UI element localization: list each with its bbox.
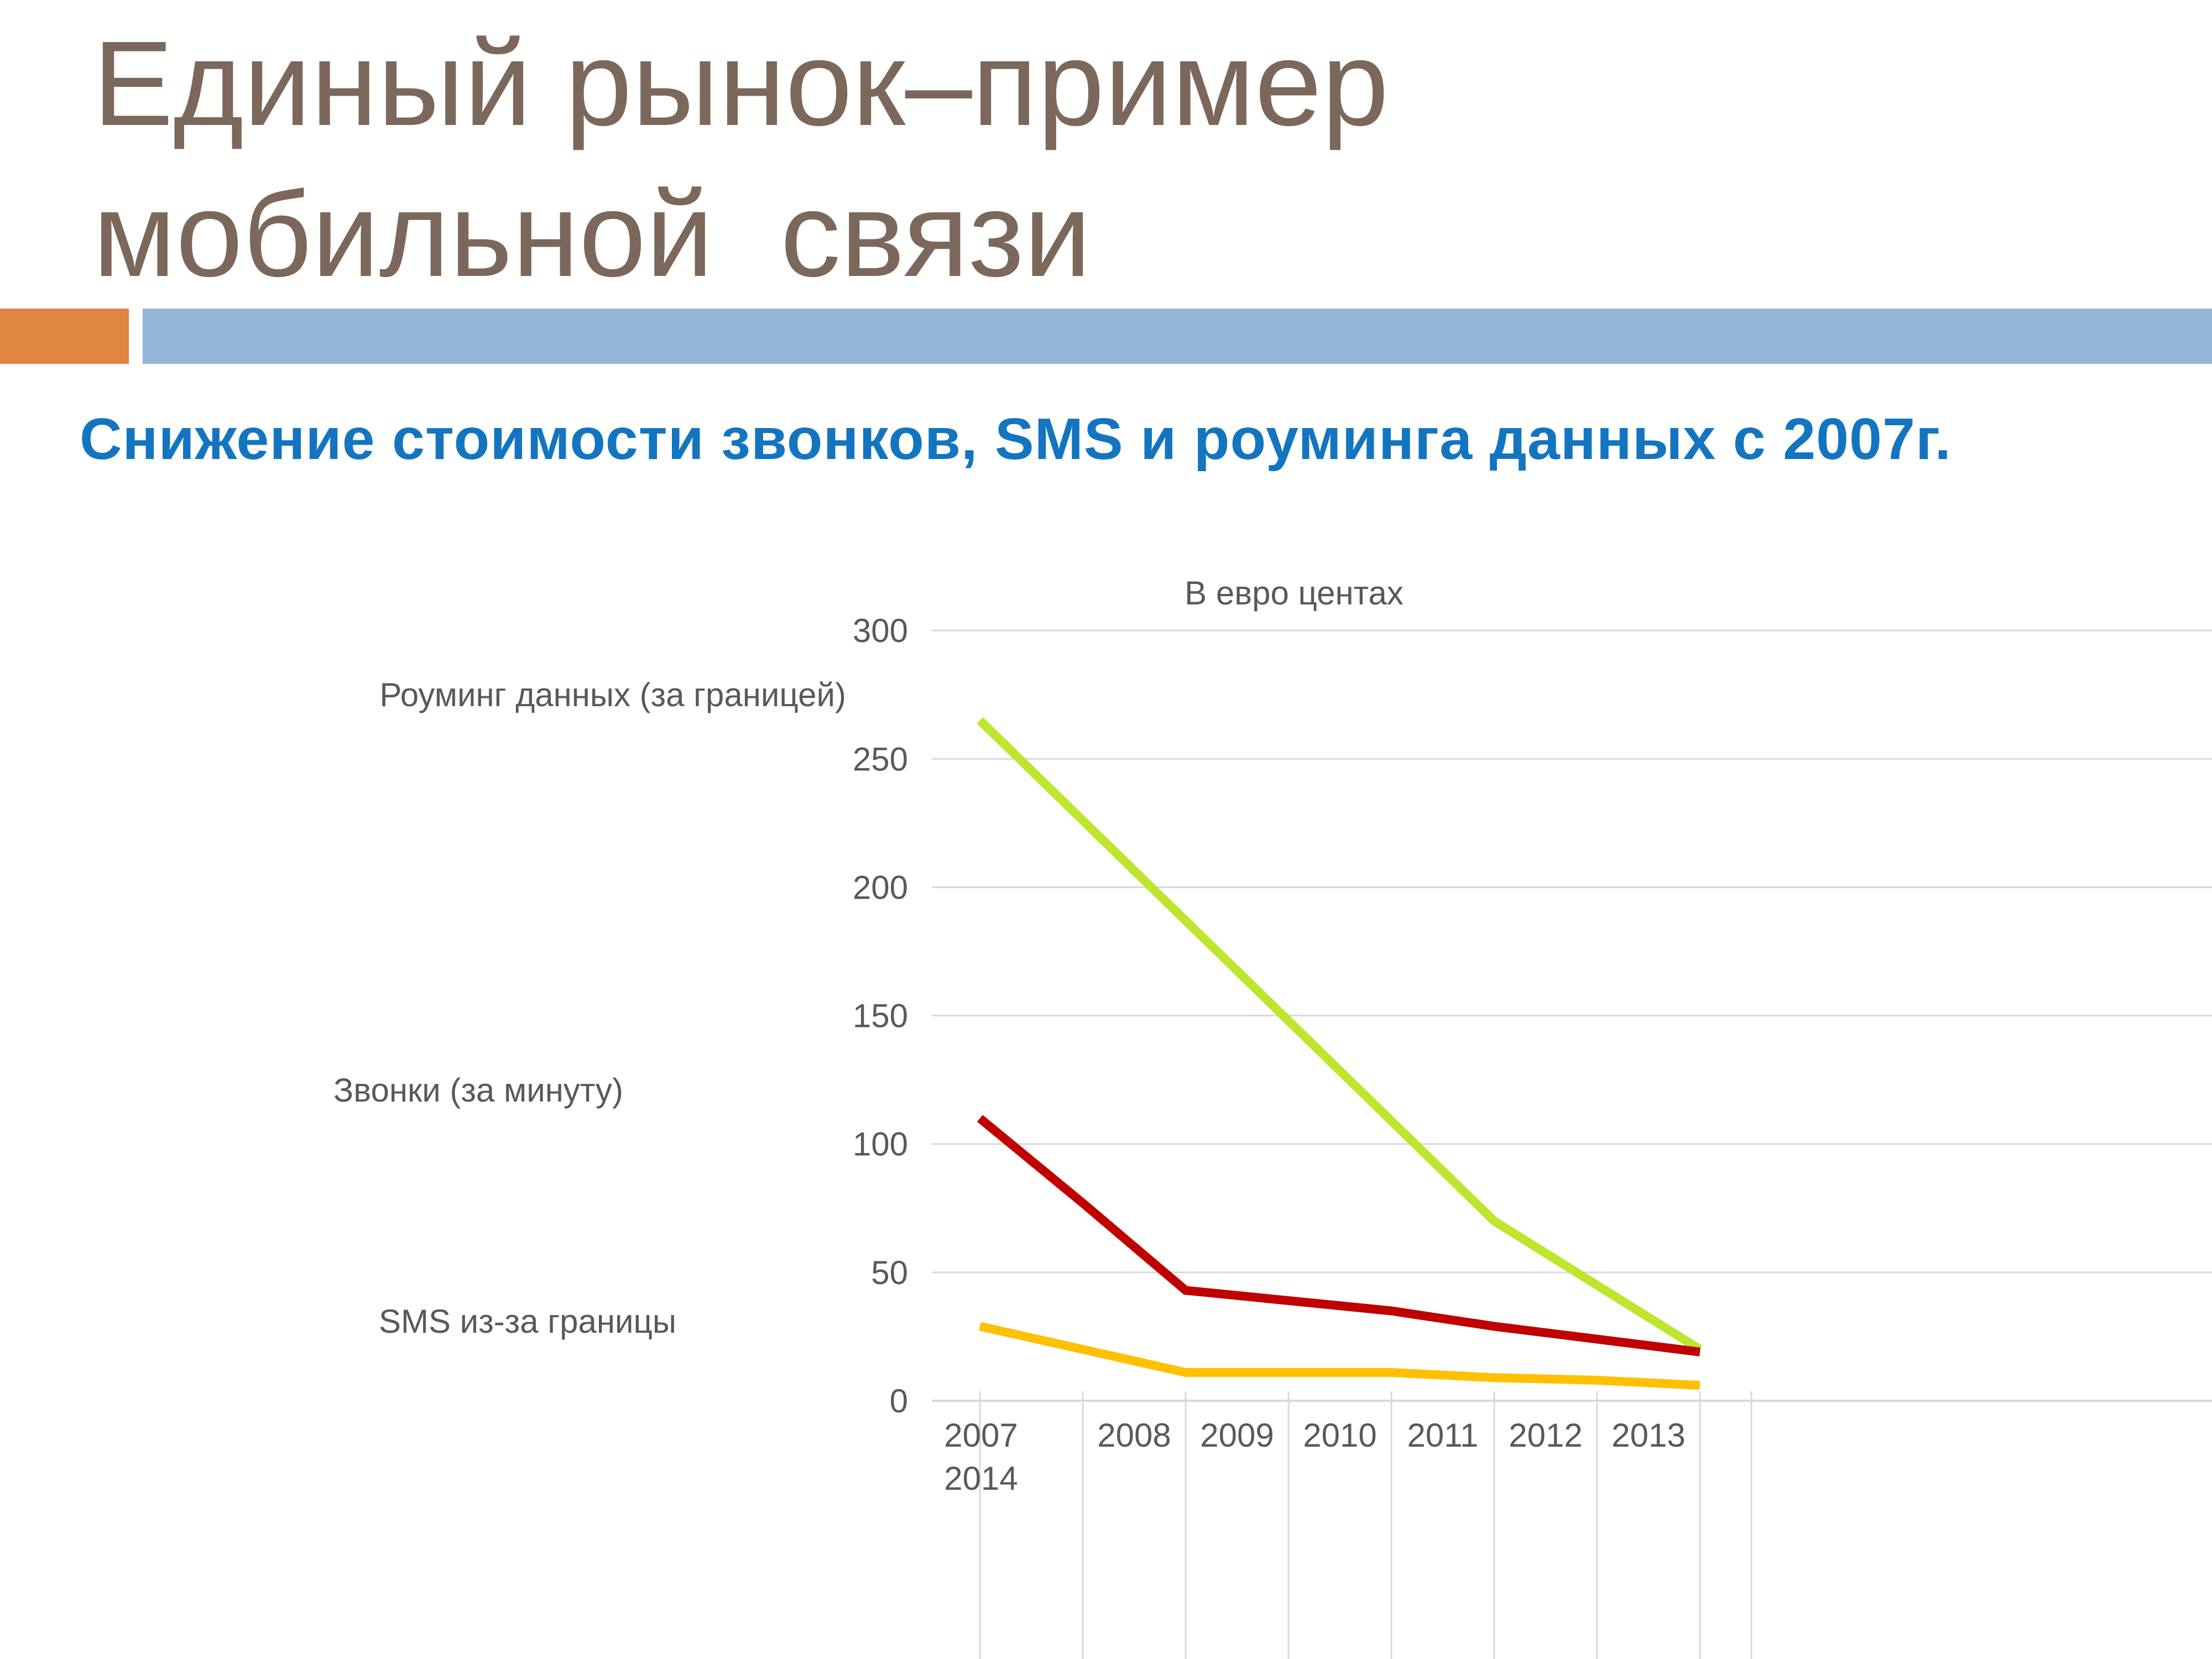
slide-subtitle: Снижение стоимости звонков, SMS и роумин…	[80, 406, 1952, 472]
series-label-2: SMS из-за границы	[379, 1303, 676, 1340]
series-line-1	[977, 1115, 1700, 1357]
x-axis-label-first-line1: 2007	[944, 1417, 1018, 1454]
slide-title: Единый рынок–пример мобильной связи	[93, 8, 1389, 310]
accent-bar-orange	[0, 309, 129, 364]
x-axis-label-2010: 2010	[1303, 1417, 1376, 1454]
x-axis-label-2012: 2012	[1509, 1417, 1582, 1454]
y-axis-label-100: 100	[853, 1126, 908, 1163]
series-line-2	[979, 1322, 1700, 1390]
x-axis-label-2011: 2011	[1407, 1417, 1478, 1454]
series-label-1: Звонки (за минуту)	[333, 1072, 623, 1109]
y-axis-label-300: 300	[853, 612, 908, 649]
x-axis-label-2013: 2013	[1611, 1417, 1685, 1454]
y-axis-label-150: 150	[853, 998, 908, 1035]
x-axis-label-first-line2: 2014	[944, 1460, 1018, 1497]
y-axis-label-200: 200	[853, 869, 908, 906]
slide-title-line1: Единый рынок–пример	[93, 17, 1389, 151]
x-axis-label-2008: 2008	[1097, 1417, 1171, 1454]
slide-title-line2: мобильной связи	[93, 168, 1092, 302]
y-axis-label-50: 50	[871, 1254, 908, 1291]
x-axis-label-2009: 2009	[1200, 1417, 1274, 1454]
y-axis-label-0: 0	[890, 1383, 908, 1420]
accent-bar-blue	[143, 309, 2212, 364]
chart-title: В евро центах	[1185, 575, 1404, 612]
series-line-0	[977, 717, 1703, 1353]
y-axis-label-250: 250	[853, 740, 908, 778]
series-label-0: Роуминг данных (за границей)	[379, 676, 846, 713]
